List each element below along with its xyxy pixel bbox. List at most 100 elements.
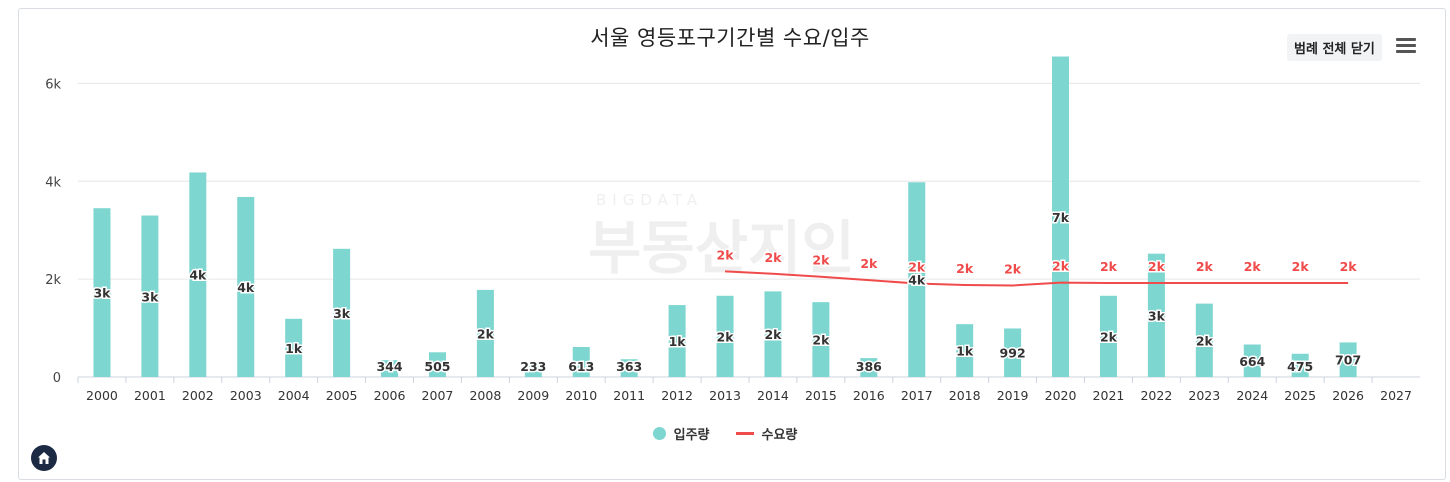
bar — [812, 302, 830, 377]
bar-data-label: 2k — [477, 326, 495, 341]
bar-data-label: 1k — [956, 344, 974, 359]
x-tick-label: 2023 — [1188, 388, 1220, 403]
bar — [141, 215, 159, 377]
x-tick-label: 2027 — [1380, 388, 1412, 403]
bar — [333, 248, 351, 377]
bar — [908, 182, 926, 377]
legend-item-demand[interactable]: 수요량 — [735, 424, 798, 443]
x-tick-label: 2002 — [182, 388, 214, 403]
bar — [285, 318, 303, 377]
bar-data-label: 4k — [908, 273, 926, 288]
bar — [189, 172, 207, 377]
bar — [1291, 353, 1309, 377]
bar — [237, 196, 255, 377]
x-tick-label: 2025 — [1284, 388, 1316, 403]
bar-data-label: 363 — [616, 359, 642, 374]
home-icon[interactable] — [31, 445, 57, 471]
bar-data-label: 344 — [376, 359, 402, 374]
bar-data-label: 2k — [764, 327, 782, 342]
bar — [668, 305, 686, 377]
line-data-label: 2k — [1196, 259, 1214, 274]
x-tick-label: 2009 — [517, 388, 549, 403]
x-tick-label: 2001 — [134, 388, 166, 403]
bar — [1243, 344, 1261, 377]
bar-data-label: 1k — [285, 341, 303, 356]
bar-data-label: 475 — [1287, 359, 1313, 374]
bar — [476, 289, 494, 377]
bar — [93, 208, 111, 377]
bar-data-label: 4k — [237, 280, 255, 295]
bar-data-label: 3k — [333, 306, 351, 321]
bar-data-label: 2k — [812, 333, 830, 348]
x-tick-label: 2018 — [949, 388, 981, 403]
line-data-label: 2k — [1148, 259, 1166, 274]
bar — [860, 358, 878, 377]
x-tick-label: 2021 — [1093, 388, 1125, 403]
line-data-label: 2k — [1244, 259, 1262, 274]
y-tick-label: 0 — [53, 371, 61, 386]
bar-data-label: 1k — [669, 334, 687, 349]
x-tick-label: 2014 — [757, 388, 789, 403]
watermark-large-text: 부동산지인 — [588, 214, 855, 282]
x-tick-label: 2005 — [326, 388, 358, 403]
line-data-label: 2k — [1292, 259, 1310, 274]
x-tick-label: 2019 — [997, 388, 1029, 403]
line-data-label: 2k — [1100, 259, 1118, 274]
bar-data-label: 3k — [1148, 308, 1166, 323]
bar-data-label: 2k — [1100, 329, 1118, 344]
bar — [1099, 295, 1117, 377]
hamburger-icon[interactable] — [1396, 38, 1416, 54]
legend-item-move-in[interactable]: 입주량 — [652, 424, 710, 443]
bar-data-label: 2k — [1196, 333, 1214, 348]
watermark-small-text: BIGDATA — [596, 191, 703, 209]
bar-data-label: 3k — [141, 289, 159, 304]
x-tick-label: 2022 — [1140, 388, 1172, 403]
line-data-label: 2k — [1340, 259, 1358, 274]
x-tick-label: 2004 — [278, 388, 310, 403]
line-data-label: 2k — [764, 250, 782, 265]
x-tick-label: 2006 — [374, 388, 406, 403]
legend-label-demand: 수요량 — [761, 428, 798, 443]
bar — [1195, 303, 1213, 377]
legend: 입주량 수요량 — [0, 424, 1450, 443]
legend-line-icon — [735, 432, 754, 435]
x-tick-label: 2007 — [422, 388, 454, 403]
bar-data-label: 992 — [1000, 346, 1026, 361]
line-data-label: 2k — [812, 253, 830, 268]
line-data-label: 2k — [860, 256, 878, 271]
x-tick-label: 2011 — [613, 388, 645, 403]
bar-data-label: 2k — [717, 329, 735, 344]
bar-data-label: 386 — [856, 359, 882, 374]
line-data-label: 2k — [908, 260, 926, 275]
x-tick-label: 2013 — [709, 388, 741, 403]
x-tick-label: 2024 — [1236, 388, 1268, 403]
legend-label-move-in: 입주량 — [673, 428, 710, 443]
x-tick-label: 2015 — [805, 388, 837, 403]
legend-circle-icon — [652, 427, 666, 440]
bar-data-label: 3k — [93, 286, 111, 301]
bar-data-label: 4k — [189, 268, 207, 283]
x-tick-label: 2012 — [661, 388, 693, 403]
x-tick-label: 2020 — [1045, 388, 1077, 403]
bar — [764, 291, 782, 377]
y-tick-label: 4k — [45, 175, 61, 190]
y-tick-label: 6k — [45, 77, 61, 92]
x-tick-label: 2026 — [1332, 388, 1364, 403]
bar — [572, 347, 590, 377]
chart-container — [18, 8, 1446, 480]
x-tick-label: 2000 — [86, 388, 118, 403]
bar — [716, 295, 734, 377]
bar — [381, 360, 399, 377]
bar — [620, 359, 638, 377]
bar-data-label: 707 — [1335, 353, 1361, 368]
bar — [956, 324, 974, 377]
x-tick-label: 2010 — [565, 388, 597, 403]
bar — [1147, 253, 1165, 377]
bar-data-label: 505 — [424, 359, 450, 374]
legend-toggle-button[interactable]: 범례 전체 닫기 — [1287, 34, 1382, 61]
y-tick-label: 2k — [45, 273, 61, 288]
bar — [1052, 56, 1070, 378]
watermark-logo: BIGDATA 부동산지인 — [588, 191, 855, 282]
line-data-label: 2k — [1004, 262, 1022, 277]
x-tick-label: 2003 — [230, 388, 262, 403]
